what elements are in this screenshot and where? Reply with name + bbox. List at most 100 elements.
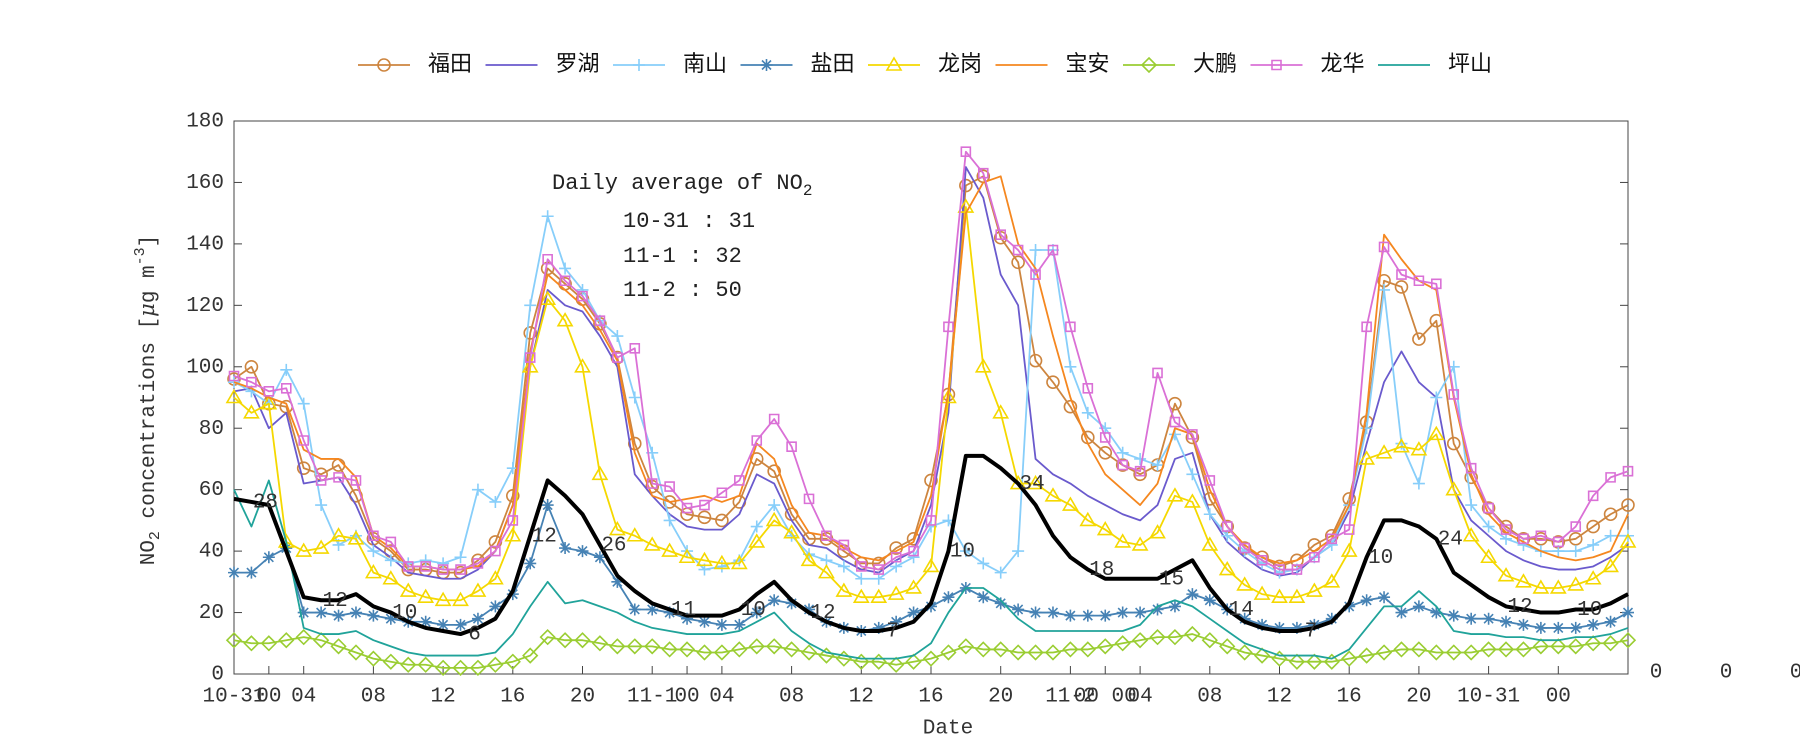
marker — [887, 585, 905, 600]
marker — [1500, 615, 1513, 628]
trailing-label: 0 — [1720, 662, 1733, 685]
marker — [678, 548, 696, 564]
marker — [890, 551, 902, 563]
marker — [611, 330, 624, 343]
marker — [661, 641, 678, 658]
marker — [1343, 524, 1355, 535]
marker — [490, 545, 501, 557]
series-line — [233, 479, 1629, 660]
marker — [1012, 603, 1025, 616]
marker — [1187, 429, 1198, 440]
marker — [1446, 436, 1461, 451]
average-label: 15 — [1159, 568, 1184, 591]
marker — [713, 644, 731, 661]
y-tick-label: 180 — [186, 111, 224, 134]
marker — [1622, 465, 1634, 477]
marker — [925, 515, 937, 526]
marker — [907, 606, 920, 619]
average-label: 7 — [886, 621, 899, 644]
marker — [1393, 641, 1410, 658]
y-axis-label: NO2 concentrations [μg m-3] — [132, 235, 164, 566]
marker — [1518, 533, 1529, 545]
marker — [420, 561, 431, 572]
marker — [382, 570, 400, 585]
marker — [1413, 275, 1425, 287]
marker — [298, 435, 309, 446]
legend-label: 宝安 — [1066, 52, 1110, 77]
marker — [280, 382, 292, 394]
annotation: Daily average of NO2 10-31 : 31 11-1 : 3… — [552, 171, 812, 303]
marker — [385, 536, 397, 548]
marker — [785, 597, 798, 610]
x-tick-label: 11-1 — [627, 686, 677, 709]
marker — [1186, 588, 1199, 601]
series-line — [233, 150, 1629, 571]
marker — [1046, 375, 1060, 389]
marker — [1029, 606, 1042, 619]
marker — [1552, 621, 1565, 634]
annotation-line: 10-31 : 31 — [623, 209, 755, 234]
marker — [1360, 422, 1373, 435]
marker — [1098, 445, 1113, 460]
marker — [1550, 638, 1567, 655]
marker — [1586, 519, 1600, 534]
marker — [977, 557, 990, 570]
marker — [905, 653, 922, 670]
marker — [486, 570, 504, 585]
marker — [243, 404, 260, 419]
marker — [591, 465, 609, 481]
marker — [1290, 621, 1303, 634]
legend: 福田 罗湖 南山 盐田 龙岗 宝安 大鹏 龙华 坪山 — [358, 52, 1492, 77]
legend-label: 龙华 — [1321, 52, 1365, 77]
marker — [1375, 644, 1393, 661]
marker — [643, 536, 661, 551]
marker — [1166, 629, 1184, 646]
marker — [1396, 269, 1407, 280]
x-tick-label: 00 — [674, 686, 699, 709]
x-tick-label: 16 — [500, 686, 525, 709]
marker — [452, 659, 469, 676]
marker — [1587, 538, 1600, 551]
marker — [1203, 594, 1216, 607]
legend-label: 南山 — [683, 52, 727, 77]
marker — [312, 539, 330, 554]
marker — [1064, 609, 1077, 622]
marker — [541, 499, 554, 512]
marker — [1168, 600, 1181, 613]
marker — [1114, 533, 1132, 548]
marker — [1079, 641, 1096, 658]
marker — [504, 527, 522, 542]
marker — [957, 638, 974, 655]
marker — [1602, 635, 1619, 652]
series-line — [233, 453, 1629, 637]
marker — [1410, 641, 1428, 658]
marker — [1448, 389, 1460, 400]
marker — [608, 521, 626, 536]
marker — [469, 659, 487, 676]
marker — [646, 603, 659, 616]
marker — [263, 386, 275, 397]
trailing-label: 0 — [1650, 662, 1663, 685]
x-tick-label: 00 00 — [1074, 686, 1137, 709]
y-label-part: ] — [138, 235, 161, 248]
marker — [1308, 618, 1321, 631]
marker — [699, 499, 710, 511]
marker — [609, 638, 626, 655]
marker — [1012, 244, 1024, 256]
marker — [1358, 450, 1376, 465]
marker — [626, 638, 643, 655]
marker — [1584, 570, 1602, 585]
marker — [716, 487, 728, 499]
marker — [1483, 502, 1494, 514]
marker — [454, 618, 467, 631]
marker — [1238, 612, 1251, 625]
marker — [559, 542, 572, 555]
marker — [678, 641, 696, 658]
marker — [1567, 638, 1584, 655]
marker — [1465, 499, 1478, 512]
marker — [821, 530, 832, 542]
marker — [315, 499, 328, 512]
average-label: 10 — [950, 541, 975, 564]
marker — [1221, 521, 1233, 532]
marker — [1535, 530, 1547, 542]
